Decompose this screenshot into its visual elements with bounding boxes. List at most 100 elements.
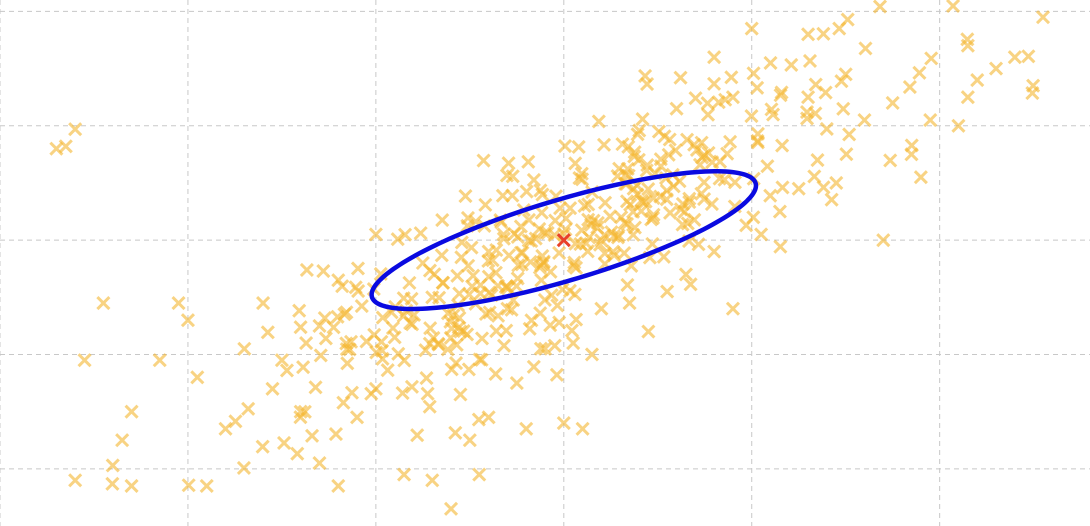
data-point-235 xyxy=(496,231,511,246)
data-point-244 xyxy=(485,253,500,268)
data-point-445 xyxy=(456,323,471,339)
data-point-183 xyxy=(656,249,671,264)
data-point-36 xyxy=(566,335,581,351)
data-point-442 xyxy=(454,235,469,250)
data-point-272 xyxy=(489,324,504,339)
data-point-10 xyxy=(199,478,214,494)
data-point-215 xyxy=(724,70,739,85)
data-point-473 xyxy=(675,196,690,211)
data-point-342 xyxy=(662,132,677,147)
data-point-372 xyxy=(718,92,733,107)
data-point-0 xyxy=(68,122,83,137)
data-point-292 xyxy=(567,255,582,270)
data-point-459 xyxy=(436,275,451,290)
data-point-366 xyxy=(808,106,823,121)
data-point-46 xyxy=(678,267,694,282)
data-point-57 xyxy=(951,118,966,133)
data-point-390 xyxy=(228,414,243,429)
data-point-140 xyxy=(471,412,486,427)
data-point-268 xyxy=(474,331,490,346)
data-point-343 xyxy=(533,183,548,198)
data-point-152 xyxy=(592,237,608,252)
data-point-369 xyxy=(683,277,698,292)
data-point-327 xyxy=(773,88,788,103)
data-point-435 xyxy=(635,112,650,127)
data-point-283 xyxy=(432,290,447,305)
data-point-151 xyxy=(547,338,562,353)
data-point-256 xyxy=(478,306,494,322)
data-point-346 xyxy=(839,147,854,162)
data-point-431 xyxy=(632,123,647,138)
data-point-352 xyxy=(819,121,834,136)
data-point-404 xyxy=(620,277,635,293)
data-point-450 xyxy=(299,336,314,351)
data-point-9 xyxy=(218,421,233,436)
data-point-349 xyxy=(558,211,574,226)
data-point-434 xyxy=(454,250,469,265)
data-point-363 xyxy=(316,264,331,279)
data-point-24 xyxy=(443,501,459,516)
data-point-430 xyxy=(594,233,609,248)
data-point-271 xyxy=(773,239,788,254)
data-point-245 xyxy=(661,147,676,162)
data-point-297 xyxy=(727,175,743,190)
data-point-59 xyxy=(988,61,1004,76)
data-point-444 xyxy=(342,342,357,357)
data-point-354 xyxy=(444,362,459,377)
data-point-116 xyxy=(960,32,975,47)
data-point-302 xyxy=(501,156,516,171)
data-point-130 xyxy=(557,139,573,154)
data-point-447 xyxy=(340,356,355,371)
data-point-17 xyxy=(331,478,346,494)
data-point-147 xyxy=(450,268,465,283)
data-point-471 xyxy=(673,70,688,85)
data-point-117 xyxy=(335,279,350,294)
data-point-405 xyxy=(375,351,390,366)
data-point-460 xyxy=(413,226,428,241)
data-point-448 xyxy=(498,280,513,295)
data-point-78 xyxy=(265,381,280,396)
data-point-50 xyxy=(772,204,787,219)
data-point-337 xyxy=(840,12,855,27)
data-point-37 xyxy=(584,347,600,362)
data-point-315 xyxy=(528,231,543,246)
data-point-4 xyxy=(115,433,130,448)
data-point-454 xyxy=(824,192,839,207)
data-point-263 xyxy=(290,446,305,461)
data-point-51 xyxy=(791,181,806,196)
data-point-61 xyxy=(1007,50,1022,65)
data-point-13 xyxy=(237,341,252,356)
data-point-402 xyxy=(631,152,646,167)
data-point-35 xyxy=(537,341,553,356)
data-point-455 xyxy=(496,338,512,353)
data-point-362 xyxy=(574,223,589,238)
data-point-3 xyxy=(124,404,139,419)
data-point-461 xyxy=(750,135,765,150)
data-point-278 xyxy=(630,187,645,202)
data-point-441 xyxy=(420,386,435,401)
data-point-291 xyxy=(619,194,635,209)
data-point-469 xyxy=(644,212,659,227)
data-point-97 xyxy=(564,323,579,338)
data-point-440 xyxy=(569,312,584,327)
data-point-249 xyxy=(912,65,927,80)
data-point-470 xyxy=(679,132,695,147)
data-point-63 xyxy=(838,67,853,82)
data-point-70 xyxy=(669,101,684,116)
data-point-233 xyxy=(519,184,534,199)
mean-point xyxy=(556,233,571,248)
data-point-131 xyxy=(410,428,425,443)
data-point-209 xyxy=(842,127,857,142)
data-point-260 xyxy=(422,263,438,278)
data-point-423 xyxy=(697,192,712,207)
data-point-84 xyxy=(902,80,917,95)
data-point-128 xyxy=(700,107,716,122)
data-point-457 xyxy=(617,215,632,231)
data-point-373 xyxy=(544,288,559,303)
data-point-391 xyxy=(403,316,418,331)
data-point-359 xyxy=(610,168,625,184)
data-point-195 xyxy=(646,191,661,206)
data-point-298 xyxy=(1021,49,1036,64)
data-point-371 xyxy=(495,188,510,203)
data-point-89 xyxy=(260,325,275,340)
